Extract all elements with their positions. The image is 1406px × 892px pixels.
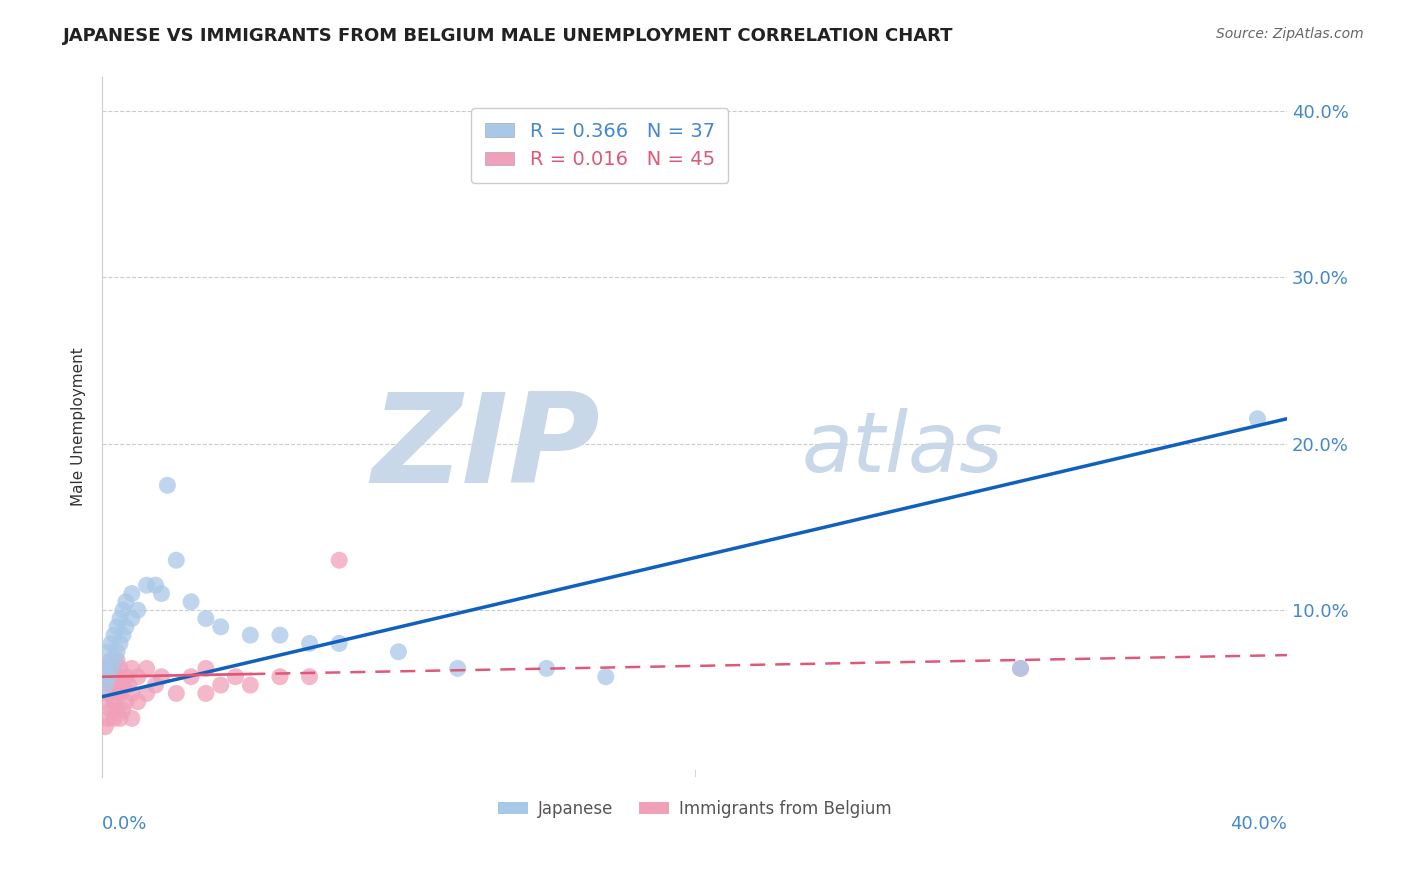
Point — [105, 645, 128, 659]
Point — [194, 661, 217, 675]
Point — [94, 678, 117, 692]
Point — [135, 686, 157, 700]
Point — [127, 603, 149, 617]
Point — [100, 661, 122, 675]
Point — [298, 636, 321, 650]
Point — [536, 661, 558, 675]
Point — [121, 711, 143, 725]
Text: 40.0%: 40.0% — [1230, 815, 1286, 833]
Point — [121, 661, 143, 675]
Point — [328, 636, 350, 650]
Point — [118, 678, 141, 692]
Point — [94, 661, 117, 675]
Point — [156, 478, 179, 492]
Point — [298, 670, 321, 684]
Point — [97, 686, 120, 700]
Point — [97, 711, 120, 725]
Point — [105, 653, 128, 667]
Point — [1010, 661, 1032, 675]
Point — [115, 620, 138, 634]
Point — [115, 670, 138, 684]
Y-axis label: Male Unemployment: Male Unemployment — [72, 348, 86, 507]
Text: atlas: atlas — [801, 408, 1002, 489]
Point — [103, 653, 125, 667]
Text: Source: ZipAtlas.com: Source: ZipAtlas.com — [1216, 27, 1364, 41]
Point — [108, 661, 131, 675]
Point — [1010, 661, 1032, 675]
Point — [269, 670, 291, 684]
Point — [100, 653, 122, 667]
Point — [150, 670, 173, 684]
Point — [108, 611, 131, 625]
Point — [121, 611, 143, 625]
Point — [105, 686, 128, 700]
Point — [209, 678, 232, 692]
Point — [145, 578, 167, 592]
Text: JAPANESE VS IMMIGRANTS FROM BELGIUM MALE UNEMPLOYMENT CORRELATION CHART: JAPANESE VS IMMIGRANTS FROM BELGIUM MALE… — [63, 27, 953, 45]
Point — [97, 670, 120, 684]
Point — [105, 620, 128, 634]
Point — [97, 645, 120, 659]
Point — [209, 620, 232, 634]
Text: 0.0%: 0.0% — [103, 815, 148, 833]
Point — [127, 695, 149, 709]
Point — [111, 678, 134, 692]
Point — [103, 661, 125, 675]
Point — [145, 678, 167, 692]
Point — [108, 686, 131, 700]
Point — [105, 670, 128, 684]
Point — [100, 636, 122, 650]
Point — [387, 645, 409, 659]
Point — [100, 703, 122, 717]
Point — [127, 670, 149, 684]
Point — [328, 553, 350, 567]
Point — [165, 686, 187, 700]
Point — [103, 678, 125, 692]
Legend: Japanese, Immigrants from Belgium: Japanese, Immigrants from Belgium — [492, 793, 898, 824]
Point — [103, 628, 125, 642]
Point — [111, 603, 134, 617]
Point — [108, 636, 131, 650]
Point — [94, 670, 117, 684]
Text: ZIP: ZIP — [371, 387, 600, 508]
Point — [595, 670, 617, 684]
Point — [94, 720, 117, 734]
Point — [165, 553, 187, 567]
Point — [447, 661, 470, 675]
Point — [194, 686, 217, 700]
Point — [94, 695, 117, 709]
Point — [150, 586, 173, 600]
Point — [135, 578, 157, 592]
Point — [239, 628, 262, 642]
Point — [269, 628, 291, 642]
Point — [105, 703, 128, 717]
Point — [135, 661, 157, 675]
Point — [115, 695, 138, 709]
Point — [103, 695, 125, 709]
Point — [194, 611, 217, 625]
Point — [121, 586, 143, 600]
Point — [111, 703, 134, 717]
Point — [1246, 411, 1268, 425]
Point — [103, 711, 125, 725]
Point — [121, 686, 143, 700]
Point — [108, 711, 131, 725]
Point — [180, 670, 202, 684]
Point — [180, 595, 202, 609]
Point — [239, 678, 262, 692]
Point — [100, 678, 122, 692]
Point — [97, 661, 120, 675]
Point — [225, 670, 247, 684]
Point — [115, 595, 138, 609]
Point — [111, 628, 134, 642]
